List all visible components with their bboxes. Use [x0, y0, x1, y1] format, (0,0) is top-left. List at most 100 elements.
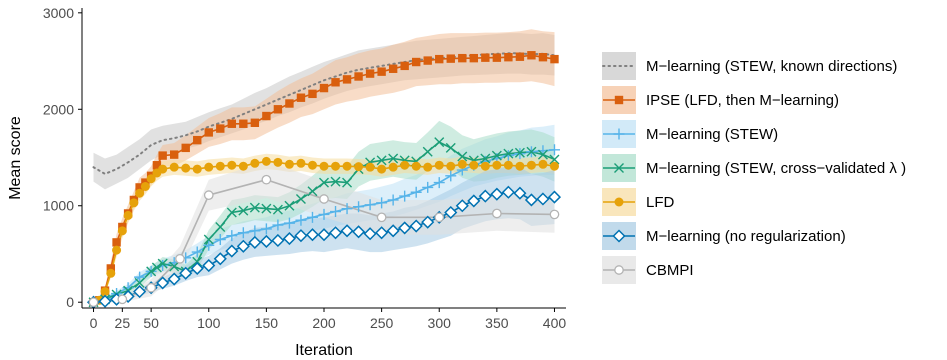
point-series-2-40: [548, 144, 560, 156]
legend-label-1: IPSE (LFD, then M−learning): [646, 92, 839, 109]
point-series-5-7: [167, 272, 181, 286]
point-series-2-25: [376, 197, 388, 209]
point-series-1-12: [158, 151, 167, 160]
point-series-4-39: [469, 160, 479, 170]
x-tick-label-0: 0: [90, 315, 98, 331]
point-series-5-37: [513, 186, 527, 200]
y-tick-label-1: 1000: [43, 198, 74, 214]
x-tick-label-8: 350: [485, 315, 509, 331]
point-series-3-36: [491, 150, 502, 161]
point-series-1-21: [262, 111, 271, 121]
point-series-1-31: [377, 67, 386, 76]
x-tick-label-9: 400: [543, 315, 567, 331]
point-series-1-44: [527, 51, 536, 60]
point-series-4-18: [227, 160, 237, 170]
point-series-6-9: [492, 208, 502, 219]
point-series-4-4: [112, 245, 122, 255]
point-series-5-18: [294, 229, 308, 243]
point-series-3-35: [480, 153, 491, 164]
point-series-1-27: [331, 78, 340, 87]
point-series-3-12: [215, 221, 226, 232]
x-ticks: 0 25 50 100 150 200 250 300 350 400: [90, 308, 567, 331]
legend-item-5: M−learning (no regularization): [602, 222, 846, 250]
point-series-5-4: [133, 285, 147, 299]
point-series-5-11: [213, 252, 227, 266]
point-series-5-26: [386, 224, 400, 238]
point-series-1-29: [354, 72, 363, 81]
point-series-4-21: [261, 156, 271, 166]
point-series-3-40: [537, 149, 548, 160]
x-tick-label-4: 150: [255, 315, 279, 331]
point-series-1-19: [239, 119, 248, 128]
point-series-5-38: [524, 193, 538, 207]
point-series-5-1: [98, 294, 112, 308]
point-series-1-37: [446, 54, 455, 63]
point-series-2-10: [203, 239, 215, 251]
point-series-5-34: [478, 189, 492, 203]
point-series-4-44: [526, 160, 536, 170]
point-series-2-26: [387, 194, 399, 206]
point-series-4-46: [549, 161, 559, 171]
point-series-1-15: [193, 135, 202, 145]
point-series-3-18: [284, 200, 295, 211]
point-series-3-4: [134, 277, 145, 288]
point-series-5-22: [340, 224, 354, 238]
point-series-1-23: [285, 99, 294, 108]
point-series-3-21: [319, 177, 329, 188]
point-series-5-13: [236, 239, 250, 253]
point-series-2-21: [330, 206, 342, 218]
point-series-5-29: [421, 215, 435, 229]
point-series-2-19: [306, 211, 318, 223]
point-series-5-27: [398, 221, 412, 235]
point-series-4-5: [117, 226, 127, 236]
point-series-2-9: [191, 246, 203, 258]
point-series-1-38: [458, 53, 467, 63]
point-series-2-36: [502, 150, 514, 162]
legend-label-0: M−learning (STEW, known directions): [646, 58, 897, 75]
legend-label-5: M−learning (no regularization): [646, 228, 846, 245]
y-axis-title: Mean score: [7, 116, 24, 200]
point-series-5-12: [225, 244, 239, 258]
point-series-4-45: [538, 159, 548, 169]
point-series-5-15: [259, 234, 273, 249]
point-series-4-12: [158, 164, 168, 174]
point-series-6-10: [549, 209, 560, 220]
legend-marker-6: [614, 265, 624, 275]
point-series-1-43: [515, 52, 525, 61]
x-tick-label-1: 25: [115, 315, 131, 331]
point-series-5-17: [282, 231, 296, 246]
point-series-4-41: [492, 160, 502, 170]
point-series-2-23: [353, 201, 365, 213]
point-series-3-22: [330, 176, 341, 187]
point-series-3-23: [342, 177, 353, 188]
point-series-1-4: [112, 238, 121, 247]
point-series-4-28: [342, 161, 352, 171]
point-series-4-2: [100, 287, 110, 297]
x-tick-label-3: 100: [197, 315, 221, 331]
point-series-3-10: [192, 256, 203, 267]
x-tick-label-5: 200: [312, 315, 336, 331]
point-series-4-35: [423, 162, 433, 172]
point-series-4-9: [140, 181, 150, 191]
point-series-6-4: [203, 190, 214, 200]
point-series-5-40: [547, 190, 562, 204]
point-series-4-14: [181, 163, 191, 173]
point-series-3-7: [157, 258, 168, 269]
point-series-3-6: [151, 262, 162, 273]
point-series-4-13: [169, 162, 179, 172]
point-series-1-14: [181, 143, 190, 153]
point-series-4-15: [192, 164, 202, 174]
band-series-3: [93, 120, 555, 303]
point-series-1-39: [469, 53, 479, 63]
point-series-4-30: [365, 162, 375, 172]
legend-label-2: M−learning (STEW): [646, 126, 778, 143]
point-series-3-17: [272, 204, 283, 215]
point-series-3-20: [307, 186, 318, 197]
point-series-5-25: [375, 226, 389, 240]
point-series-6-1: [117, 294, 128, 305]
point-series-1-33: [400, 61, 409, 71]
legend-marker-3: [614, 163, 624, 173]
point-series-3-15: [249, 202, 260, 213]
y-tick-label-2: 2000: [43, 101, 74, 117]
